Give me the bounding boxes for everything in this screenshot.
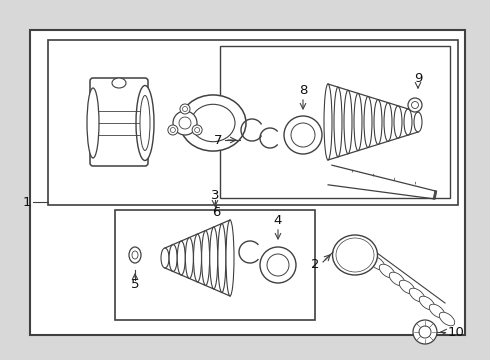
Text: 3: 3 — [211, 189, 219, 202]
Ellipse shape — [374, 100, 382, 144]
Text: 4: 4 — [274, 213, 282, 226]
Text: 6: 6 — [212, 206, 220, 219]
Ellipse shape — [161, 248, 169, 268]
Ellipse shape — [394, 106, 402, 138]
Ellipse shape — [168, 125, 178, 135]
Ellipse shape — [182, 107, 188, 112]
Circle shape — [173, 111, 197, 135]
Ellipse shape — [389, 272, 405, 286]
Ellipse shape — [185, 238, 194, 279]
Ellipse shape — [412, 102, 418, 108]
Ellipse shape — [404, 109, 412, 135]
Ellipse shape — [112, 78, 126, 88]
Ellipse shape — [409, 288, 425, 302]
Ellipse shape — [177, 241, 185, 275]
Ellipse shape — [334, 87, 342, 157]
Bar — [115, 210, 315, 320]
Circle shape — [413, 320, 437, 344]
Ellipse shape — [260, 247, 296, 283]
Ellipse shape — [408, 98, 422, 112]
Ellipse shape — [354, 93, 362, 151]
Ellipse shape — [171, 127, 175, 132]
Ellipse shape — [180, 95, 246, 151]
Ellipse shape — [291, 123, 315, 147]
Ellipse shape — [210, 227, 218, 289]
Ellipse shape — [324, 84, 332, 160]
Ellipse shape — [180, 104, 190, 114]
Circle shape — [419, 326, 431, 338]
Ellipse shape — [169, 244, 177, 271]
Ellipse shape — [336, 238, 374, 272]
Ellipse shape — [129, 247, 141, 263]
Ellipse shape — [429, 304, 445, 318]
Ellipse shape — [379, 264, 395, 278]
Text: 1: 1 — [23, 195, 31, 208]
Text: 5: 5 — [131, 279, 139, 292]
Text: 8: 8 — [299, 84, 307, 96]
Ellipse shape — [195, 127, 199, 132]
Ellipse shape — [364, 96, 372, 148]
Ellipse shape — [218, 224, 226, 292]
Text: 2: 2 — [311, 258, 319, 271]
Bar — [220, 46, 450, 198]
Text: 10: 10 — [448, 325, 465, 338]
Ellipse shape — [414, 112, 422, 132]
Ellipse shape — [132, 251, 138, 259]
Ellipse shape — [140, 95, 150, 150]
Ellipse shape — [419, 296, 435, 310]
Circle shape — [179, 117, 191, 129]
Text: 9: 9 — [414, 72, 422, 85]
Ellipse shape — [191, 104, 235, 142]
Ellipse shape — [333, 235, 377, 275]
Ellipse shape — [136, 86, 154, 161]
FancyBboxPatch shape — [90, 78, 148, 166]
Ellipse shape — [284, 116, 322, 154]
Ellipse shape — [87, 88, 99, 158]
Ellipse shape — [201, 230, 210, 285]
Ellipse shape — [384, 103, 392, 141]
Bar — [30, 30, 465, 335]
Ellipse shape — [439, 312, 455, 326]
Text: 7: 7 — [214, 134, 222, 147]
Bar — [48, 40, 458, 205]
Ellipse shape — [267, 254, 289, 276]
Ellipse shape — [226, 220, 234, 296]
Ellipse shape — [194, 234, 201, 282]
Ellipse shape — [344, 90, 352, 154]
Ellipse shape — [399, 280, 415, 294]
Ellipse shape — [192, 125, 202, 135]
Ellipse shape — [369, 256, 385, 270]
Ellipse shape — [341, 242, 369, 268]
